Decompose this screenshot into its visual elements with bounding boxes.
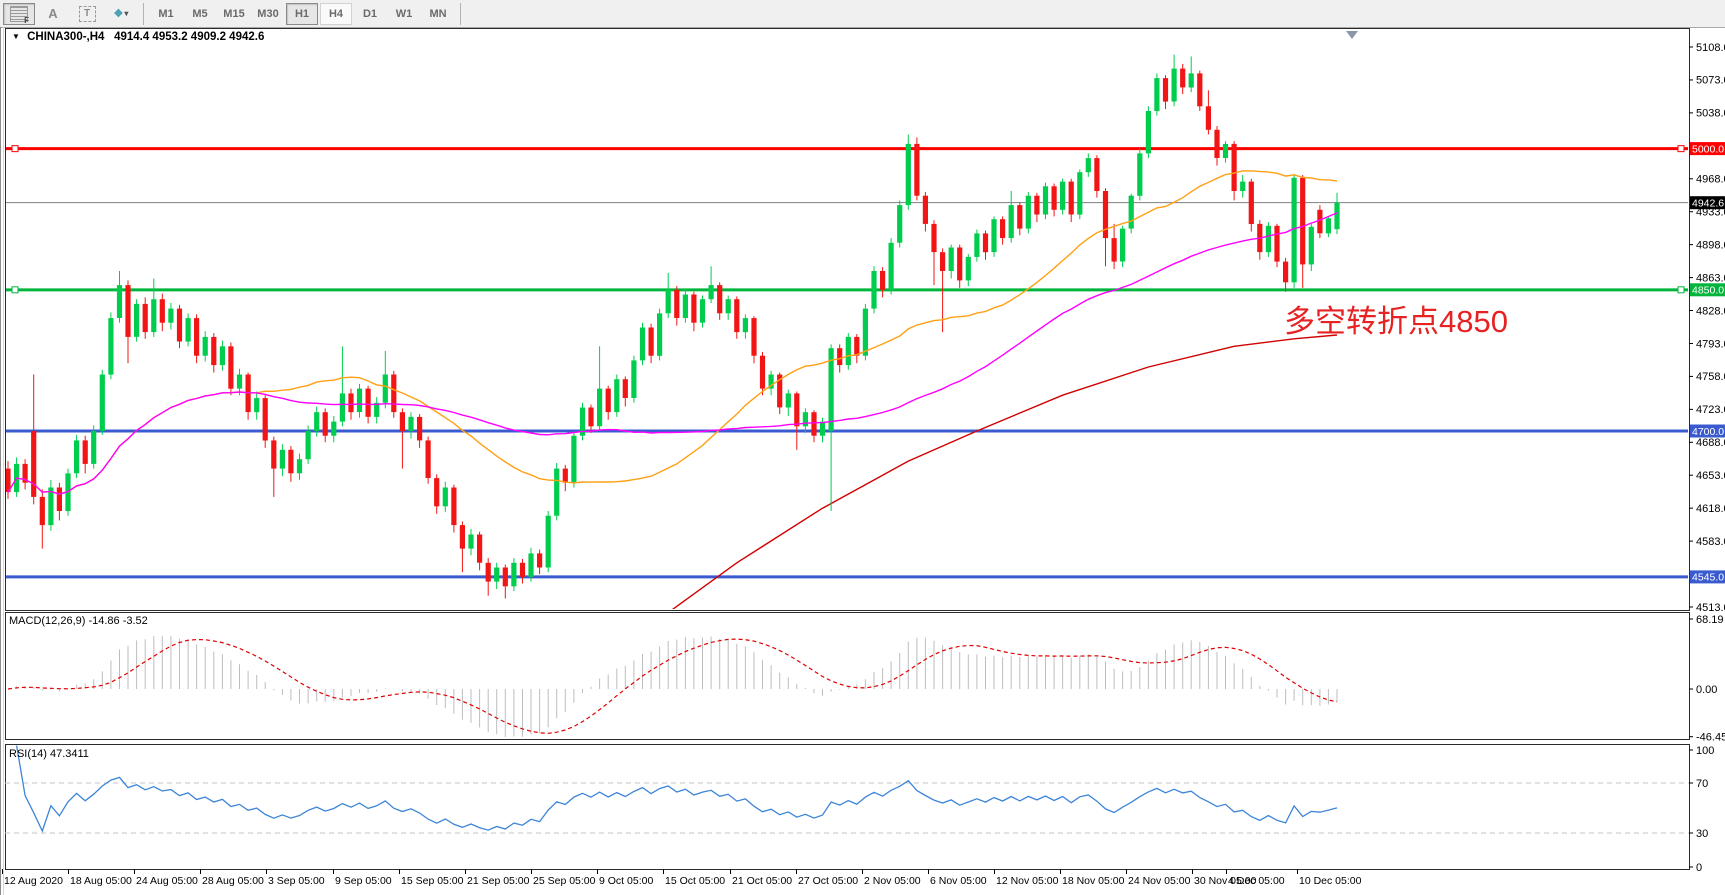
macd-axis-label: -46.45 <box>1696 732 1725 744</box>
date-axis-label: 18 Aug 05:00 <box>70 875 132 887</box>
price-axis-label: 4583.0 <box>1696 536 1725 548</box>
price-axis-label: 5038.0 <box>1696 108 1725 120</box>
price-axis-label: 4898.0 <box>1696 239 1725 251</box>
price-axis-label: 4863.0 <box>1696 272 1725 284</box>
date-axis-label: 21 Oct 05:00 <box>732 875 792 887</box>
chart-template-button[interactable]: F <box>3 2 35 25</box>
price-axis-label: 4653.0 <box>1696 470 1725 482</box>
chart-title: ▼ CHINA300-,H4 4914.4 4953.2 4909.2 4942… <box>12 31 264 43</box>
rsi-line <box>15 745 1338 833</box>
timeframe-buttons: M1 M5 M15 M30 H1 H4 D1 W1 MN <box>149 2 455 25</box>
timeframe-button-h1[interactable]: H1 <box>286 2 318 25</box>
rsi-panel <box>5 744 1690 870</box>
timeframe-button-m5[interactable]: M5 <box>192 7 208 20</box>
rsi-axis-label: 30 <box>1696 828 1708 840</box>
price-tag <box>1690 570 1725 584</box>
price-axis-label: 4968.0 <box>1696 174 1725 186</box>
date-axis-label: 25 Sep 05:00 <box>533 875 596 887</box>
date-axis-label: 12 Nov 05:00 <box>996 875 1059 887</box>
timeframe-button-m1[interactable]: M1 <box>158 7 174 20</box>
macd-indicator-label: MACD(12,26,9) -14.86 -3.52 <box>9 615 148 627</box>
rsi-indicator-label: RSI(14) 47.3411 <box>9 748 89 760</box>
price-tag <box>1690 196 1725 210</box>
price-axis-label: 4723.0 <box>1696 404 1725 416</box>
date-axis-label: 3 Sep 05:00 <box>268 875 325 887</box>
date-axis-label: 18 Nov 05:00 <box>1062 875 1125 887</box>
ma-long-line <box>671 334 1338 609</box>
rsi-axis-label: 100 <box>1696 745 1714 757</box>
price-axis-label: 4828.0 <box>1696 305 1725 317</box>
toolbar-separator <box>143 2 144 25</box>
macd-axis-label: 68.19 <box>1696 614 1724 626</box>
date-axis-label: 21 Sep 05:00 <box>467 875 530 887</box>
ma-slow-line <box>7 212 1338 495</box>
main-chart-panel <box>5 28 1690 611</box>
date-axis-label: 30 Nov 05:00 <box>1194 875 1257 887</box>
price-axis-label: 4688.0 <box>1696 437 1725 449</box>
chart-title-ohlc: 4914.4 4953.2 4909.2 4942.6 <box>114 31 265 43</box>
rsi-axis-label: 0 <box>1696 862 1702 874</box>
objects-button[interactable]: ❖ ▾ <box>105 3 137 25</box>
date-axis-label: 27 Oct 05:00 <box>798 875 858 887</box>
price-tag-label: 4545.0 <box>1692 572 1724 584</box>
date-axis-label: 12 Aug 2020 <box>4 875 63 887</box>
price-tag-label: 4850.0 <box>1692 285 1724 297</box>
timeframe-button-mn[interactable]: MN <box>429 7 447 20</box>
price-axis-label: 4793.0 <box>1696 338 1725 350</box>
price-axis-label: 4758.0 <box>1696 371 1725 383</box>
toolbar-separator <box>460 2 461 25</box>
price-axis-label: 5073.0 <box>1696 75 1725 87</box>
text-box-button[interactable]: T <box>71 3 103 25</box>
date-axis-label: 4 Dec 05:00 <box>1228 875 1285 887</box>
price-axis-label: 5108.0 <box>1696 42 1725 54</box>
macd-signal-line <box>7 638 1338 734</box>
price-tag-label: 5000.0 <box>1692 143 1724 155</box>
macd-panel <box>5 612 1690 740</box>
date-axis-label: 15 Oct 05:00 <box>665 875 725 887</box>
dropdown-caret-icon: ▾ <box>124 9 129 18</box>
date-axis-label: 24 Aug 05:00 <box>136 875 198 887</box>
rsi-axis-label: 70 <box>1696 778 1708 790</box>
date-axis-label: 24 Nov 05:00 <box>1128 875 1191 887</box>
timeframe-button-d1[interactable]: D1 <box>362 7 378 20</box>
arrows-icon: ❖ <box>113 8 124 20</box>
macd-axis-label: 0.00 <box>1696 684 1717 696</box>
price-tag-label: 4700.0 <box>1692 426 1724 438</box>
chart-title-symbol: CHINA300-,H4 <box>27 31 105 43</box>
symbol-dropdown-icon[interactable]: ▼ <box>12 32 20 41</box>
price-tag <box>1690 283 1725 297</box>
chart-annotation-text: 多空转折点4850 <box>1284 304 1508 339</box>
price-tag <box>1690 142 1725 156</box>
chart-shift-marker-icon <box>1346 31 1358 39</box>
letter-a-icon: A <box>48 6 58 21</box>
date-axis-label: 6 Nov 05:00 <box>930 875 987 887</box>
date-axis-label: 9 Sep 05:00 <box>335 875 392 887</box>
date-axis-label: 15 Sep 05:00 <box>401 875 464 887</box>
price-tag <box>1690 424 1725 438</box>
price-axis-label: 4933.0 <box>1696 207 1725 219</box>
date-axis-label: 10 Dec 05:00 <box>1299 875 1362 887</box>
text-box-icon: T <box>78 5 96 22</box>
timeframe-button-h4[interactable]: H4 <box>320 2 352 25</box>
toolbar-icon-buttons: F A T ❖ ▾ <box>2 2 138 25</box>
text-label-button[interactable]: A <box>37 3 69 25</box>
date-axis-label: 28 Aug 05:00 <box>202 875 264 887</box>
timeframe-button-m15[interactable]: M15 <box>223 7 245 20</box>
timeframe-button-m30[interactable]: M30 <box>257 7 279 20</box>
timeframe-button-w1[interactable]: W1 <box>395 7 413 20</box>
price-axis-label: 4513.0 <box>1696 602 1725 614</box>
grid-f-icon: F <box>10 5 29 25</box>
date-axis-label: 2 Nov 05:00 <box>864 875 921 887</box>
toolbar: F A T ❖ ▾ M1 M5 M15 M30 H1 H4 D1 W1 MN <box>0 0 1725 28</box>
date-axis-label: 9 Oct 05:00 <box>599 875 653 887</box>
price-axis-label: 4618.0 <box>1696 503 1725 515</box>
price-tag-label: 4942.6 <box>1692 198 1724 210</box>
